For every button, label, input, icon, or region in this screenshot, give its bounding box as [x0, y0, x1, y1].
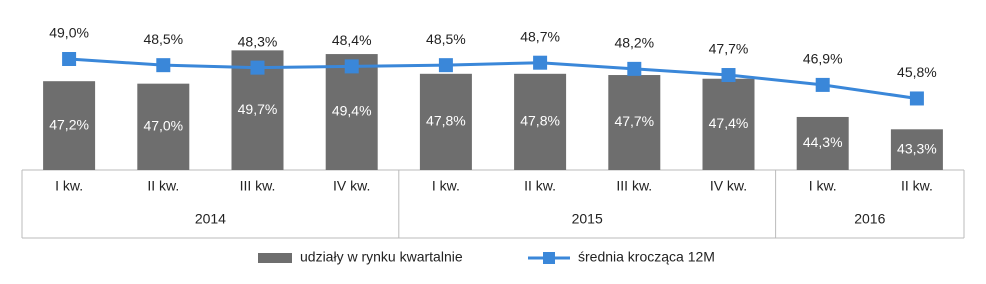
- group-label: 2015: [572, 211, 603, 227]
- line-value-label: 48,5%: [426, 31, 466, 47]
- line-marker: [627, 61, 642, 76]
- bar-value-label: 47,0%: [143, 118, 183, 134]
- bar-value-label: 47,8%: [426, 113, 466, 129]
- x-tick-label: I kw.: [432, 178, 460, 194]
- bar: [43, 81, 96, 170]
- bar-value-label: 44,3%: [803, 134, 843, 150]
- line-marker: [815, 77, 830, 92]
- bar: [796, 116, 849, 170]
- bar: [702, 78, 755, 170]
- bar-value-label: 47,4%: [709, 115, 749, 131]
- legend-label: średnia krocząca 12M: [578, 249, 715, 265]
- line-marker: [721, 68, 736, 83]
- line-value-label: 45,8%: [897, 64, 937, 80]
- line-value-label: 48,3%: [238, 33, 278, 49]
- line-value-label: 48,7%: [520, 28, 560, 44]
- legend-swatch: [258, 253, 292, 263]
- bar-value-label: 43,3%: [897, 140, 937, 156]
- x-tick-label: I kw.: [809, 178, 837, 194]
- bar-value-label: 49,4%: [332, 103, 372, 119]
- line-marker: [344, 59, 359, 74]
- line-marker: [909, 91, 924, 106]
- bar: [419, 73, 472, 170]
- bar-value-label: 47,7%: [614, 113, 654, 129]
- x-tick-label: III kw.: [616, 178, 652, 194]
- line-value-label: 48,5%: [143, 31, 183, 47]
- x-tick-label: II kw.: [524, 178, 556, 194]
- line-marker: [533, 55, 548, 70]
- line-value-label: 49,0%: [49, 25, 89, 41]
- x-tick-label: II kw.: [147, 178, 179, 194]
- group-label: 2016: [854, 211, 885, 227]
- x-tick-label: III kw.: [240, 178, 276, 194]
- bar-value-label: 47,8%: [520, 113, 560, 129]
- bar-value-label: 47,2%: [49, 116, 89, 132]
- group-label: 2014: [195, 211, 226, 227]
- legend-label: udziały w rynku kwartalnie: [300, 249, 463, 265]
- bar: [608, 75, 661, 170]
- line-value-label: 47,7%: [709, 41, 749, 57]
- line-marker: [62, 52, 77, 66]
- line-marker: [438, 58, 453, 73]
- bar: [514, 73, 567, 170]
- line-marker: [250, 60, 265, 75]
- bar: [137, 83, 190, 170]
- line-marker: [156, 58, 171, 73]
- line-value-label: 46,9%: [803, 51, 843, 67]
- x-tick-label: I kw.: [55, 178, 83, 194]
- line: [69, 57, 918, 100]
- bar-value-label: 49,7%: [238, 101, 278, 117]
- x-tick-label: II kw.: [901, 178, 933, 194]
- bar: [890, 129, 943, 170]
- x-tick-label: IV kw.: [710, 178, 747, 194]
- line-value-label: 48,2%: [614, 35, 654, 51]
- x-tick-label: IV kw.: [333, 178, 370, 194]
- line-value-label: 48,4%: [332, 32, 372, 48]
- legend-swatch-marker: [543, 252, 555, 264]
